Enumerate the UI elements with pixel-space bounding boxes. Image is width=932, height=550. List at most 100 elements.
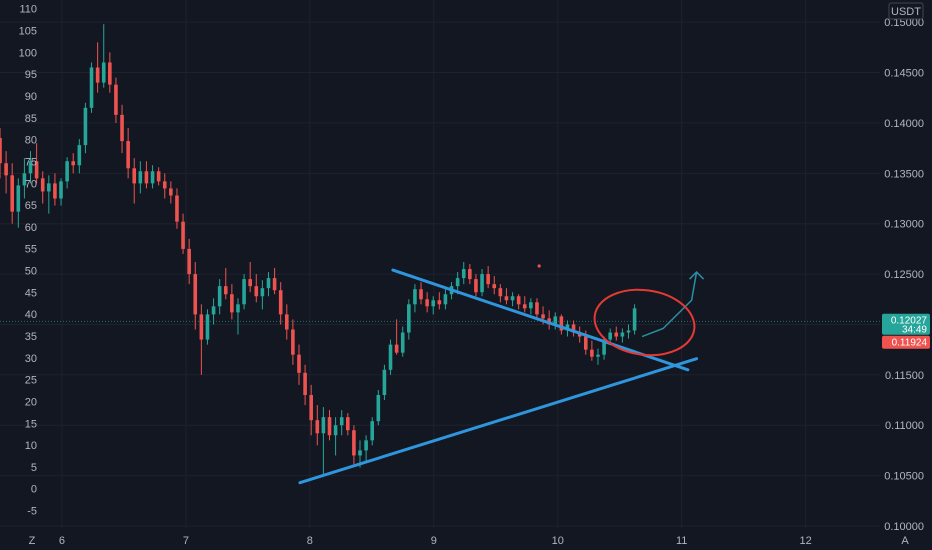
candle-body (321, 417, 326, 434)
candle-body (602, 339, 606, 355)
right-tick-label: 0.14500 (884, 68, 924, 80)
corner-left-label[interactable]: Z (29, 535, 36, 547)
candle-body (364, 440, 368, 451)
candle-body (47, 183, 51, 192)
left-tick-label: 10 (25, 440, 37, 452)
candle-body (559, 316, 564, 331)
right-price-axis[interactable]: 0.100000.105000.110000.115000.120000.125… (884, 17, 924, 533)
candle-body (10, 175, 15, 212)
price-badge-current-value: 0.12027 (891, 316, 928, 327)
candle-body (583, 336, 588, 350)
right-tick-label: 0.13500 (884, 168, 924, 180)
candle-body (620, 332, 625, 337)
candle-body (492, 284, 497, 289)
candle-body (407, 304, 411, 333)
candle-body (388, 344, 393, 370)
candle-body (376, 394, 381, 422)
candle-body (425, 299, 429, 307)
candle-body (309, 394, 313, 421)
candle-body (169, 188, 173, 196)
candle-body (101, 62, 106, 83)
candle-body (504, 296, 509, 301)
candle-body (272, 278, 277, 291)
left-tick-label: 5 (31, 462, 37, 474)
corner-right-label[interactable]: A (901, 535, 909, 547)
candle-body (480, 274, 484, 293)
candle-body (443, 294, 448, 305)
left-tick-label: 95 (25, 69, 37, 81)
time-tick-label: 8 (307, 535, 313, 547)
left-tick-label: 50 (25, 266, 37, 278)
candle-body (541, 314, 545, 319)
left-tick-label: 80 (25, 135, 37, 147)
left-tick-label: 55 (25, 244, 37, 256)
candle-body (352, 430, 356, 456)
candle-body (632, 308, 637, 331)
projection-arrow (641, 271, 698, 338)
candle-body (65, 161, 69, 182)
candle-body (126, 141, 130, 169)
projection-arrow-head (689, 271, 705, 280)
candle-body (419, 289, 423, 300)
candle-body (565, 324, 570, 331)
candle-body (193, 274, 198, 315)
currency-label: USDT (891, 6, 921, 18)
time-axis[interactable]: 6 7 8 9 10 11 12 (59, 535, 812, 547)
candles[interactable] (0, 24, 637, 476)
candle-body (230, 294, 234, 313)
candle-body (358, 450, 362, 456)
left-tick-label: 100 (19, 47, 37, 59)
candle-body (626, 330, 631, 333)
candle-body (333, 425, 338, 436)
left-tick-label: 25 (25, 375, 37, 387)
candle-body (303, 372, 307, 395)
currency-label-box[interactable] (888, 2, 924, 20)
candle-body (40, 178, 45, 192)
candle-body (571, 324, 576, 333)
candle-body (413, 289, 417, 305)
candle-body (16, 185, 21, 212)
candle-body (400, 332, 405, 353)
right-tick-label: 0.11000 (885, 420, 924, 432)
candle-body (138, 171, 143, 184)
left-tick-label: 15 (25, 418, 37, 430)
candle-body (516, 296, 521, 305)
candle-body (468, 269, 472, 280)
price-badge-countdown: 34:49 (902, 325, 927, 336)
candle-body (266, 278, 271, 289)
left-tick-label: 105 (19, 26, 37, 38)
left-tick-label: 20 (25, 396, 37, 408)
candle-body (327, 417, 332, 436)
candle-body (297, 354, 301, 373)
candle-body (223, 286, 228, 295)
candle-body (278, 290, 283, 315)
candle-body (254, 286, 259, 297)
right-tick-label: 0.11500 (885, 370, 924, 382)
candle-body (284, 314, 289, 330)
candle-body (590, 349, 594, 357)
candle-body (522, 304, 527, 309)
left-tick-label: 0 (31, 484, 37, 496)
candle-body (162, 181, 167, 189)
drawings[interactable] (298, 264, 705, 485)
candle-body (175, 195, 179, 222)
right-tick-label: 0.12500 (884, 269, 924, 281)
candle-body (28, 161, 33, 174)
candle-body (211, 306, 216, 315)
left-axis[interactable]: -5 0 5 10 15 20 25 30 35 40 45 50 55 60 65 70 75 80 85 90 95… (19, 4, 37, 518)
candle-body (217, 286, 222, 307)
left-tick-label: 85 (25, 113, 37, 125)
candle-body (199, 314, 204, 340)
left-tick-label: -5 (27, 506, 37, 518)
candle-body (486, 274, 490, 285)
circle-highlight (593, 288, 696, 357)
candle-body (156, 171, 161, 182)
candle-body (248, 279, 252, 287)
candle-body (132, 168, 137, 184)
time-tick-label: 12 (800, 535, 812, 547)
candle-body (71, 161, 76, 166)
candle-body (394, 344, 399, 353)
right-tick-label: 0.10000 (884, 521, 924, 533)
